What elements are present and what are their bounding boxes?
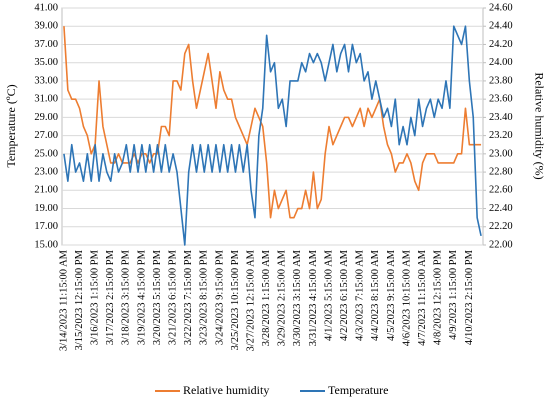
series-line [63, 25, 482, 246]
x-tick-label: 3/25/2023 10:15:00 PM [230, 249, 241, 350]
y2-tick-label: 23.40 [489, 112, 513, 123]
x-tick-label: 3/20/2023 5:15:00 PM [152, 249, 163, 345]
y2-tick-label: 22.80 [489, 166, 513, 177]
y-tick-label: 27.00 [34, 130, 58, 141]
series-line [63, 26, 482, 219]
y-tick-label: 31.00 [34, 94, 58, 105]
x-tick-label: 4/3/2023 7:15:00 AM [355, 249, 366, 341]
x-tick-label: 4/1/2023 5:15:00 AM [323, 249, 334, 341]
x-tick-label: 3/18/2023 3:15:00 PM [121, 249, 132, 345]
x-tick-label: 4/4/2023 8:15:00 AM [370, 249, 381, 341]
x-tick-label: 3/21/2023 6:15:00 PM [168, 249, 179, 345]
y2-tick-label: 23.60 [489, 94, 513, 105]
y2-axis-title: Relative humidity (%) [532, 72, 546, 179]
y-tick-label: 37.00 [34, 39, 58, 50]
y-tick-label: 23.00 [34, 166, 58, 177]
y-tick-label: 41.00 [34, 2, 58, 13]
x-tick-label: 4/5/2023 9:15:00 AM [386, 249, 397, 341]
y2-tick-label: 22.20 [489, 221, 513, 232]
y-tick-label: 25.00 [34, 148, 58, 159]
y2-tick-label: 22.00 [489, 239, 513, 250]
y2-tick-label: 24.40 [489, 21, 513, 32]
y2-tick-label: 24.00 [489, 57, 513, 68]
y-tick-label: 17.00 [34, 221, 58, 232]
x-tick-label: 4/7/2023 11:15:00 AM [417, 249, 428, 346]
y2-tick-label: 24.60 [489, 2, 513, 13]
y2-tick-label: 23.00 [489, 148, 513, 159]
y-tick-label: 35.00 [34, 57, 58, 68]
x-tick-label: 3/14/2023 11:15:00 AM [58, 249, 69, 351]
y2-tick-label: 23.80 [489, 75, 513, 86]
y-tick-label: 33.00 [34, 75, 58, 86]
y2-tick-label: 24.20 [489, 39, 513, 50]
y-tick-label: 39.00 [34, 21, 58, 32]
x-tick-label: 3/27/2023 12:15:00 AM [245, 249, 256, 351]
y2-tick-label: 22.40 [489, 203, 513, 214]
x-tick-label: 3/24/2023 9:15:00 PM [214, 249, 225, 345]
x-tick-label: 4/9/2023 1:15:00 PM [448, 249, 459, 340]
y2-tick-label: 23.20 [489, 130, 513, 141]
x-tick-label: 3/28/2023 1:15:00 AM [261, 249, 272, 346]
x-tick-label: 3/17/2023 2:15:00 PM [105, 249, 116, 345]
x-tick-label: 3/31/2023 4:15:00 AM [308, 249, 319, 346]
x-tick-label: 4/8/2023 12:15:00 PM [433, 249, 444, 345]
y2-tick-label: 22.60 [489, 185, 513, 196]
y-tick-label: 19.00 [34, 203, 58, 214]
y-axis-title: Temperature (ºC) [4, 84, 18, 167]
legend-label: Temperature [328, 383, 388, 397]
x-tick-label: 3/16/2023 1:15:00 PM [90, 249, 101, 345]
x-tick-label: 3/29/2023 2:15:00 AM [277, 249, 288, 346]
y-tick-label: 29.00 [34, 112, 58, 123]
x-tick-label: 3/15/2023 12:15:00 PM [74, 249, 85, 350]
x-tick-label: 3/19/2023 4:15:00 PM [136, 249, 147, 345]
x-tick-label: 3/30/2023 3:15:00 AM [292, 249, 303, 346]
x-tick-label: 3/22/2023 7:15:00 PM [183, 249, 194, 345]
legend-label: Relative humidity [183, 383, 269, 397]
x-tick-label: 4/2/2023 6:15:00 AM [339, 249, 350, 341]
x-tick-label: 4/10/2023 2:15:00 PM [464, 249, 475, 345]
y-tick-label: 15.00 [34, 239, 58, 250]
x-tick-label: 4/6/2023 10:15:00 AM [401, 249, 412, 346]
y-tick-label: 21.00 [34, 185, 58, 196]
x-tick-label: 3/23/2023 8:15:00 PM [199, 249, 210, 345]
